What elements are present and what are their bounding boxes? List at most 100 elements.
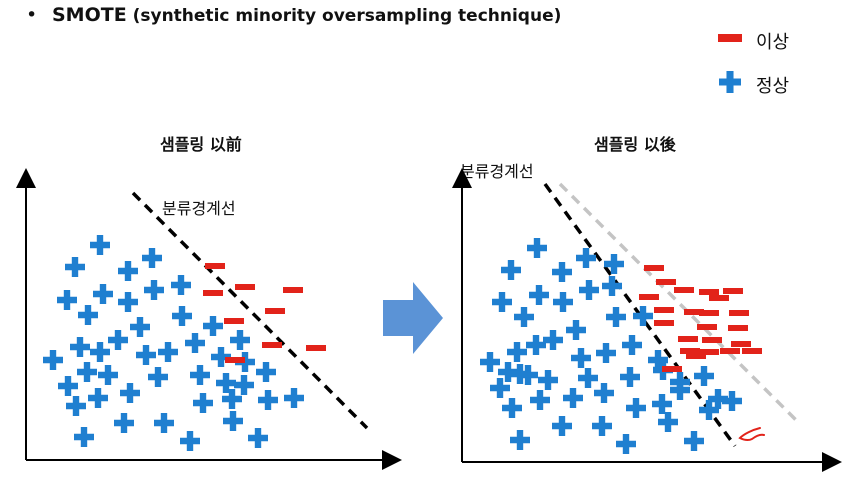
after-anomaly-point	[680, 348, 700, 354]
before-anomaly-point	[262, 342, 282, 348]
after-anomaly-point	[720, 348, 740, 354]
after-normal-point	[620, 367, 640, 387]
before-normal-point	[171, 275, 191, 295]
before-normal-point	[118, 292, 138, 312]
after-anomaly-point	[678, 336, 698, 342]
after-anomaly-point	[674, 287, 694, 293]
before-normal-point	[222, 389, 242, 409]
before-anomaly-point	[265, 308, 285, 314]
after-anomaly-point	[709, 295, 729, 301]
after-anomaly-point	[723, 288, 743, 294]
after-normal-point	[648, 350, 668, 370]
after-normal-point	[576, 248, 596, 268]
after-normal-point	[622, 335, 642, 355]
after-anomaly-points	[639, 265, 762, 372]
after-normal-point	[699, 400, 719, 420]
red-annotation-mark	[738, 427, 765, 442]
before-normal-point	[230, 330, 250, 350]
before-normal-point	[193, 393, 213, 413]
before-normal-point	[93, 284, 113, 304]
after-normal-point	[670, 380, 690, 400]
before-normal-point	[284, 388, 304, 408]
after-normal-point	[543, 330, 563, 350]
after-normal-point	[652, 394, 672, 414]
after-normal-point	[606, 307, 626, 327]
title-bullet: •	[26, 4, 38, 26]
after-normal-point	[526, 335, 546, 355]
before-normal-point	[66, 396, 86, 416]
before-anomaly-point	[235, 284, 255, 290]
before-normal-point	[120, 383, 140, 403]
before-normal-point	[203, 316, 223, 336]
before-normal-point	[98, 365, 118, 385]
after-normal-point	[514, 307, 534, 327]
after-normal-point	[501, 260, 521, 280]
after-anomaly-point	[654, 307, 674, 313]
after-normal-point	[538, 370, 558, 390]
after-anomaly-point	[702, 337, 722, 343]
after-normal-point	[498, 362, 518, 382]
after-normal-point	[510, 430, 530, 450]
before-normal-point	[65, 257, 85, 277]
before-normal-point	[88, 388, 108, 408]
after-normal-points	[480, 238, 742, 454]
after-anomaly-point	[742, 348, 762, 354]
after-normal-point	[510, 364, 530, 384]
after-normal-point	[592, 416, 612, 436]
before-anomaly-point	[224, 318, 244, 324]
after-boundary-label: 분류경계선	[460, 162, 534, 181]
before-panel-title: 샘플링 以前	[160, 135, 242, 154]
before-boundary-line	[131, 191, 369, 430]
after-normal-point	[626, 398, 646, 418]
after-panel-title: 샘플링 以後	[594, 135, 676, 154]
after-normal-point	[594, 383, 614, 403]
before-anomaly-point	[225, 357, 245, 363]
after-normal-point	[722, 391, 742, 411]
after-normal-point	[633, 306, 653, 326]
after-anomaly-point	[639, 294, 659, 300]
before-anomaly-point	[203, 290, 223, 296]
legend-anomaly-label: 이상	[756, 32, 790, 53]
after-normal-point	[553, 292, 573, 312]
after-anomaly-point	[644, 265, 664, 271]
before-normal-point	[216, 373, 236, 393]
before-normal-point	[78, 305, 98, 325]
transition-arrow	[383, 282, 443, 354]
before-normal-point	[158, 342, 178, 362]
after-normal-point	[552, 262, 572, 282]
before-normal-point	[223, 411, 243, 431]
before-normal-point	[118, 261, 138, 281]
before-normal-point	[258, 390, 278, 410]
before-normal-point	[180, 431, 200, 451]
before-normal-point	[211, 347, 231, 367]
before-normal-point	[144, 280, 164, 300]
after-normal-point	[571, 348, 591, 368]
after-normal-point	[563, 388, 583, 408]
after-anomaly-point	[656, 279, 676, 285]
before-normal-point	[130, 317, 150, 337]
before-normal-point	[248, 428, 268, 448]
before-normal-point	[154, 413, 174, 433]
legend-normal-symbol	[719, 71, 741, 93]
after-anomaly-point	[697, 324, 717, 330]
before-normal-point	[57, 290, 77, 310]
before-normal-points	[43, 235, 304, 451]
after-anomaly-point	[699, 310, 719, 316]
after-normal-point	[596, 343, 616, 363]
slide-title: • SMOTE (synthetic minority oversampling …	[26, 4, 561, 26]
after-anomaly-point	[731, 341, 751, 347]
after-normal-point	[578, 368, 598, 388]
before-normal-point	[185, 333, 205, 353]
before-normal-point	[148, 367, 168, 387]
title-description: (synthetic minority oversampling techniq…	[126, 6, 562, 26]
after-anomaly-point	[684, 309, 704, 315]
before-normal-point	[234, 375, 254, 395]
before-normal-point	[256, 362, 276, 382]
after-normal-point	[604, 254, 624, 274]
after-normal-point	[579, 280, 599, 300]
after-anomaly-point	[686, 353, 706, 359]
after-anomaly-point	[662, 366, 682, 372]
after-normal-point	[708, 389, 728, 409]
before-normal-point	[74, 427, 94, 447]
